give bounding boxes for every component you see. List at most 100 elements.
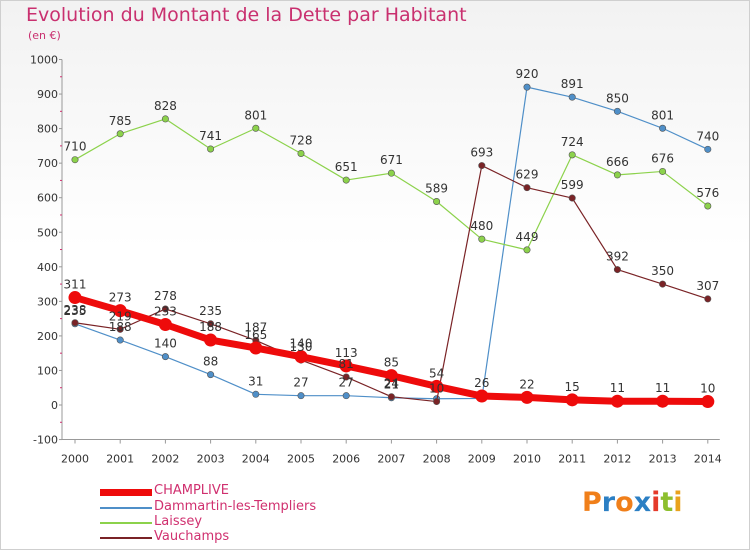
point-vauchamps xyxy=(704,295,712,303)
y-tick-label: 800 xyxy=(37,123,58,136)
point-laissey xyxy=(613,171,621,179)
data-label-champlive: 22 xyxy=(519,377,534,391)
point-dammartin-les-templiers xyxy=(523,83,531,91)
data-label-laissey: 710 xyxy=(64,140,87,154)
data-label-champlive: 15 xyxy=(565,380,580,394)
point-dammartin-les-templiers xyxy=(568,93,576,101)
data-label-vauchamps: 235 xyxy=(199,304,222,318)
point-champlive xyxy=(249,341,263,355)
point-vauchamps xyxy=(387,393,395,401)
point-laissey xyxy=(297,149,305,157)
data-label-laissey: 741 xyxy=(199,129,222,143)
point-laissey xyxy=(523,246,531,254)
data-label-laissey: 480 xyxy=(470,219,493,233)
point-vauchamps xyxy=(71,319,79,327)
point-champlive xyxy=(520,390,534,404)
point-dammartin-les-templiers xyxy=(704,145,712,153)
y-tick-label: 700 xyxy=(37,157,58,170)
point-vauchamps xyxy=(116,325,124,333)
data-label-laissey: 671 xyxy=(380,153,403,167)
logo-letter: i xyxy=(651,487,661,518)
y-tick-label: 900 xyxy=(37,88,58,101)
data-label-laissey: 724 xyxy=(561,135,584,149)
point-champlive xyxy=(701,395,715,409)
data-label-vauchamps: 10 xyxy=(429,382,444,396)
data-label-dammartin-les-templiers: 920 xyxy=(516,67,539,81)
point-vauchamps xyxy=(523,184,531,192)
x-tick-label: 2007 xyxy=(377,453,405,466)
x-tick-label: 2010 xyxy=(513,453,541,466)
data-label-vauchamps: 278 xyxy=(154,289,177,303)
logo-letter: t xyxy=(660,487,674,518)
legend-label-dammartin: Dammartin-les-Templiers xyxy=(154,499,317,514)
y-tick-label: 600 xyxy=(37,192,58,205)
data-label-dammartin-les-templiers: 850 xyxy=(606,91,629,105)
data-label-champlive: 85 xyxy=(384,356,399,370)
data-label-laissey: 666 xyxy=(606,155,629,169)
data-label-vauchamps: 392 xyxy=(606,250,629,264)
data-label-vauchamps: 599 xyxy=(561,178,584,192)
point-champlive xyxy=(158,317,172,331)
point-champlive xyxy=(610,394,624,408)
series-line-laissey xyxy=(74,118,709,251)
legend-swatch-vauchamps xyxy=(100,537,152,539)
data-label-champlive: 54 xyxy=(429,366,444,380)
data-label-champlive: 11 xyxy=(610,381,625,395)
data-label-dammartin-les-templiers: 891 xyxy=(561,77,584,91)
y-tick-label: 200 xyxy=(37,330,58,343)
data-label-dammartin-les-templiers: 27 xyxy=(293,376,308,390)
point-dammartin-les-templiers xyxy=(252,390,260,398)
point-laissey xyxy=(568,151,576,159)
data-label-dammartin-les-templiers: 188 xyxy=(109,320,132,334)
x-tick-label: 2005 xyxy=(287,453,315,466)
legend-label-vauchamps: Vauchamps xyxy=(154,529,230,544)
point-laissey xyxy=(478,235,486,243)
chart-unit: (en €) xyxy=(28,29,61,42)
y-tick-label: 500 xyxy=(37,226,58,239)
logo-letter: P xyxy=(582,487,602,518)
x-tick-label: 2009 xyxy=(468,453,496,466)
data-label-champlive: 113 xyxy=(335,346,358,360)
y-tick-label: 400 xyxy=(37,261,58,274)
data-label-vauchamps: 693 xyxy=(470,146,493,160)
point-dammartin-les-templiers xyxy=(297,392,305,400)
data-label-vauchamps: 307 xyxy=(696,279,719,293)
x-tick-label: 2014 xyxy=(694,453,722,466)
data-label-laissey: 728 xyxy=(290,133,313,147)
point-dammartin-les-templiers xyxy=(116,336,124,344)
x-tick-label: 2004 xyxy=(242,453,270,466)
point-vauchamps xyxy=(568,194,576,202)
data-label-vauchamps: 629 xyxy=(516,168,539,182)
x-tick-label: 2002 xyxy=(151,453,179,466)
y-tick-label: 1000 xyxy=(30,54,58,67)
legend-swatch-laissey xyxy=(100,522,152,524)
point-laissey xyxy=(161,115,169,123)
data-label-laissey: 589 xyxy=(425,182,448,196)
data-label-laissey: 785 xyxy=(109,114,132,128)
y-tick-label: 0 xyxy=(51,399,58,412)
point-laissey xyxy=(207,145,215,153)
point-dammartin-les-templiers xyxy=(161,353,169,361)
point-champlive xyxy=(294,350,308,364)
point-laissey xyxy=(433,198,441,206)
legend-swatch-dammartin xyxy=(100,507,152,509)
x-tick-label: 2001 xyxy=(106,453,134,466)
point-vauchamps xyxy=(659,280,667,288)
series-line-dammartin-les-templiers xyxy=(74,86,709,400)
data-label-vauchamps: 24 xyxy=(384,377,399,391)
data-label-champlive: 311 xyxy=(64,278,87,292)
data-label-vauchamps: 187 xyxy=(244,320,267,334)
data-label-dammartin-les-templiers: 235 xyxy=(64,304,87,318)
point-champlive xyxy=(68,291,82,305)
data-label-dammartin-les-templiers: 88 xyxy=(203,355,218,369)
logo-letter: o xyxy=(615,487,634,518)
data-label-champlive: 188 xyxy=(199,320,222,334)
point-laissey xyxy=(342,176,350,184)
point-laissey xyxy=(252,124,260,132)
x-tick-label: 2008 xyxy=(423,453,451,466)
data-label-champlive: 165 xyxy=(244,328,267,342)
legend-label-champlive: CHAMPLIVE xyxy=(154,483,229,498)
data-label-laissey: 449 xyxy=(516,230,539,244)
data-label-dammartin-les-templiers: 31 xyxy=(248,374,263,388)
point-dammartin-les-templiers xyxy=(659,124,667,132)
